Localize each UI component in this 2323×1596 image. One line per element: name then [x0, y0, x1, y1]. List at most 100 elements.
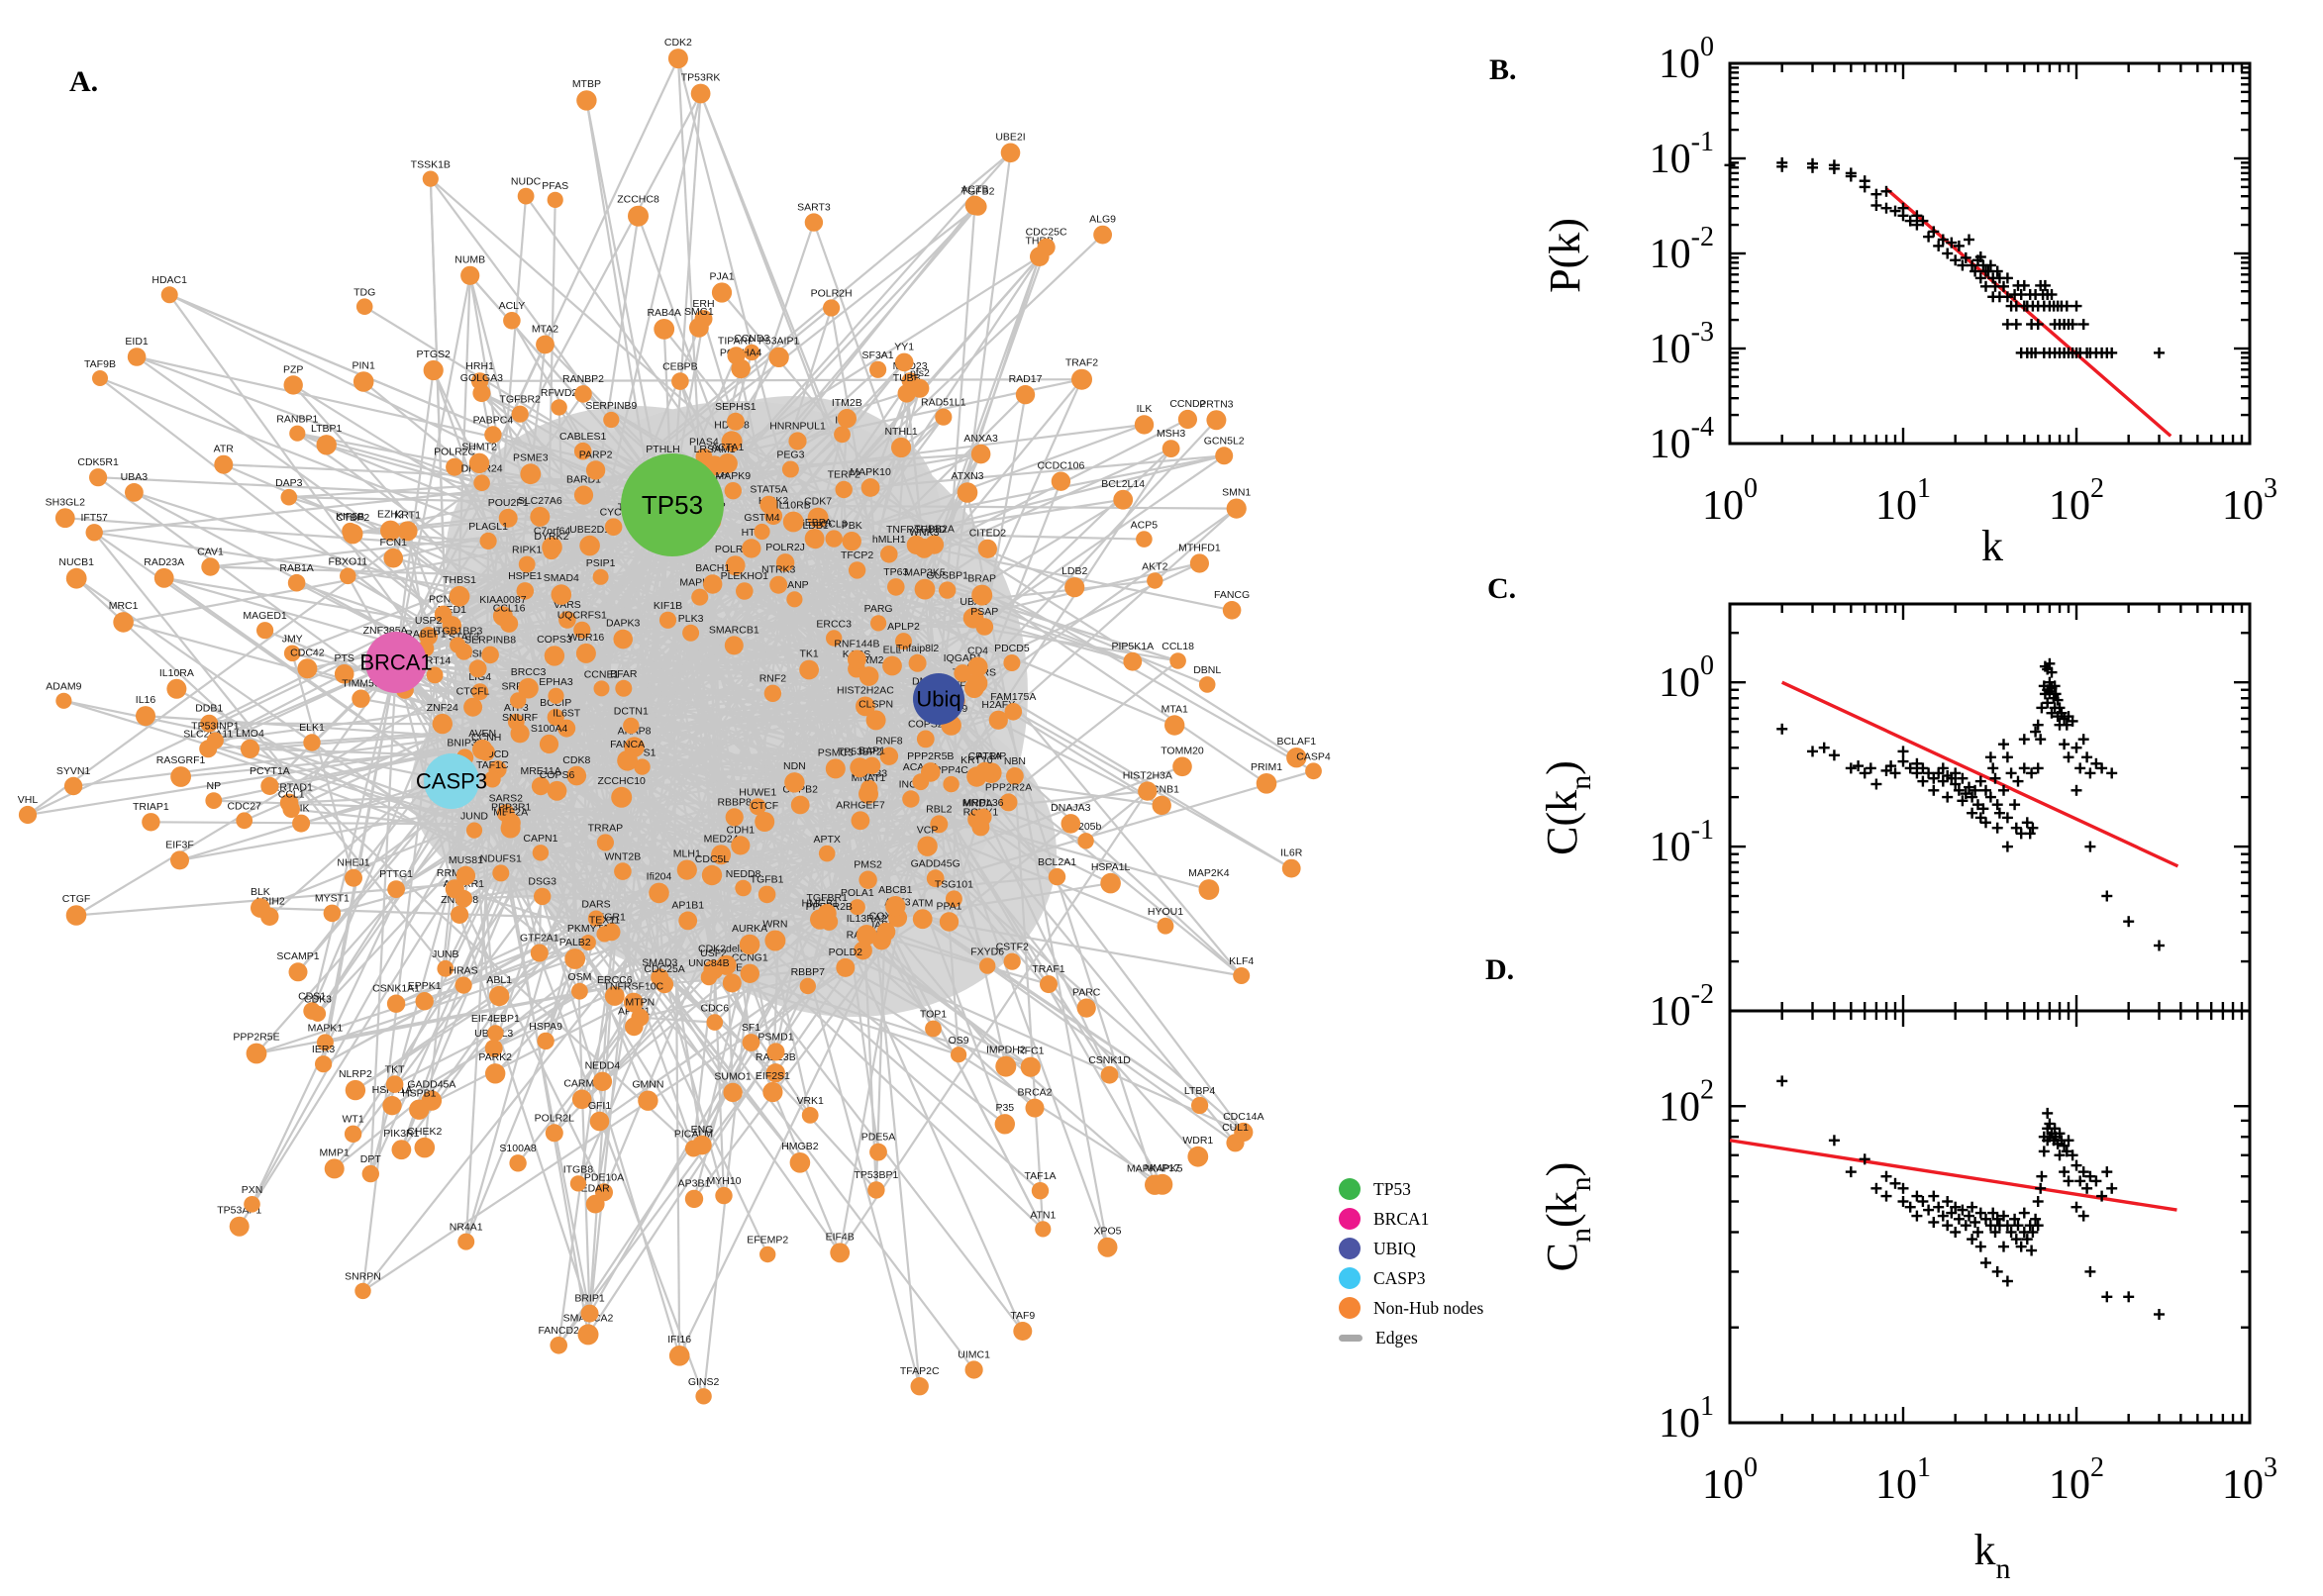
- network-edge: [573, 247, 1048, 960]
- network-edge: [731, 440, 1315, 772]
- network-node-label: TAF9: [1010, 1310, 1035, 1322]
- network-node: [930, 815, 949, 834]
- network-node: [409, 1099, 430, 1120]
- network-node: [725, 555, 746, 576]
- network-node: [465, 822, 483, 839]
- network-edge: [632, 584, 780, 1003]
- network-node-label: PPP4C: [934, 764, 968, 776]
- network-node: [446, 457, 464, 476]
- network-node-label: BRAP: [967, 573, 996, 585]
- plot-frame: [1728, 61, 2252, 446]
- x-tick-label: 100: [1702, 473, 1758, 529]
- network-node-label: SERPINB9: [585, 400, 637, 412]
- network-edge: [973, 687, 1292, 870]
- network-edge: [557, 1050, 777, 1347]
- network-node: [706, 1014, 724, 1031]
- network-node-label: WRN: [762, 919, 787, 931]
- network-node-label: MTA2: [532, 324, 558, 336]
- network-node-label: SMN1: [1222, 487, 1251, 499]
- network-edge: [255, 638, 625, 1054]
- network-edge: [508, 623, 695, 1149]
- network-node: [1215, 447, 1234, 465]
- network-edge: [711, 520, 1292, 870]
- network-edge: [598, 934, 867, 1123]
- network-edge: [670, 93, 702, 506]
- network-node: [484, 1039, 503, 1057]
- network-node: [340, 567, 356, 585]
- network-node-label: MED24: [704, 833, 739, 845]
- network-node: [1077, 833, 1094, 849]
- x-tick-label: 101: [1875, 473, 1931, 529]
- network-node: [571, 1089, 592, 1110]
- network-node-label: MNDA: [962, 797, 993, 809]
- x-tick-label: 103: [2222, 473, 2277, 529]
- network-edge: [392, 556, 869, 678]
- network-node: [722, 973, 742, 993]
- network-node: [902, 790, 920, 808]
- network-node: [240, 739, 260, 759]
- network-node-label: USF2: [700, 948, 727, 959]
- network-edge: [458, 361, 906, 916]
- network-node-label: CCNG1: [732, 952, 768, 964]
- network-edge: [557, 407, 591, 1314]
- network-node: [790, 795, 810, 815]
- network-node-label: COPS3: [537, 634, 572, 646]
- network-node: [916, 730, 935, 748]
- network-node: [724, 636, 744, 655]
- network-node: [1138, 781, 1158, 801]
- y-tick-label: 10-1: [1650, 127, 1714, 182]
- network-edge: [525, 498, 1124, 592]
- network-node-label: HIST2H2AC: [837, 685, 894, 697]
- panel-c-plot: 10-2 10-1 100 C(kn): [1538, 602, 2252, 1035]
- network-node: [818, 845, 836, 862]
- network-edge: [99, 377, 479, 670]
- network-node-label: RAD23A: [144, 556, 184, 568]
- network-node: [830, 1243, 851, 1263]
- network-node-label: ZNF24: [427, 702, 458, 714]
- network-node-label: YY1: [894, 342, 914, 353]
- network-edge: [259, 906, 597, 920]
- network-node-label: TP53BP1: [854, 1169, 898, 1181]
- panel-d-plot: 101 102 100 101 102 103 Cn(kn) kn: [1538, 1009, 2277, 1585]
- network-edge: [311, 650, 465, 1012]
- network-edge: [395, 151, 1012, 663]
- plot-frame: [1728, 602, 2252, 1013]
- network-node: [765, 1063, 785, 1083]
- network-node: [910, 1377, 929, 1396]
- network-node-label: POLA1: [841, 887, 874, 899]
- network-node: [537, 1032, 555, 1050]
- network-node: [869, 360, 887, 378]
- network-node: [867, 1181, 885, 1199]
- network-node: [789, 1152, 811, 1173]
- network-node: [1233, 967, 1251, 984]
- network-edge: [510, 821, 950, 924]
- panel-b-plot: 10-4 10-3 10-2 10-1 100 100 101 102 103 P(k) k: [1541, 32, 2277, 570]
- network-edge: [599, 576, 1007, 1067]
- network-node: [925, 1020, 942, 1038]
- network-edge: [485, 750, 1163, 1186]
- network-edge: [136, 355, 795, 601]
- network-node-label: TOP1: [920, 1009, 947, 1021]
- network-edge: [870, 255, 1041, 766]
- network-node-label: PABPC4: [473, 414, 514, 426]
- y-tick-label: 10-2: [1650, 222, 1714, 277]
- network-node: [604, 986, 625, 1006]
- network-node: [764, 930, 786, 951]
- network-node-label: POLR2C: [434, 447, 475, 458]
- network-node: [788, 432, 807, 450]
- network-node: [851, 811, 870, 831]
- network-node: [723, 1082, 743, 1103]
- network-node-label: HIST2H3A: [1123, 769, 1172, 781]
- network-node-label: ERCC3: [816, 618, 852, 630]
- network-node-label: MRE11A: [520, 765, 560, 777]
- network-edge: [480, 392, 636, 523]
- y-axis-label: P(k): [1541, 218, 1589, 293]
- network-node-label: RBBP7: [791, 966, 826, 978]
- network-node-label: UBA3: [121, 471, 149, 483]
- network-edge: [869, 393, 908, 488]
- network-node-label: CITED2: [969, 528, 1007, 540]
- network-node-label: SMARCB1: [709, 624, 759, 636]
- network-node-label: NEDD8: [726, 868, 761, 880]
- network-edge: [585, 100, 661, 484]
- network-node: [735, 879, 752, 897]
